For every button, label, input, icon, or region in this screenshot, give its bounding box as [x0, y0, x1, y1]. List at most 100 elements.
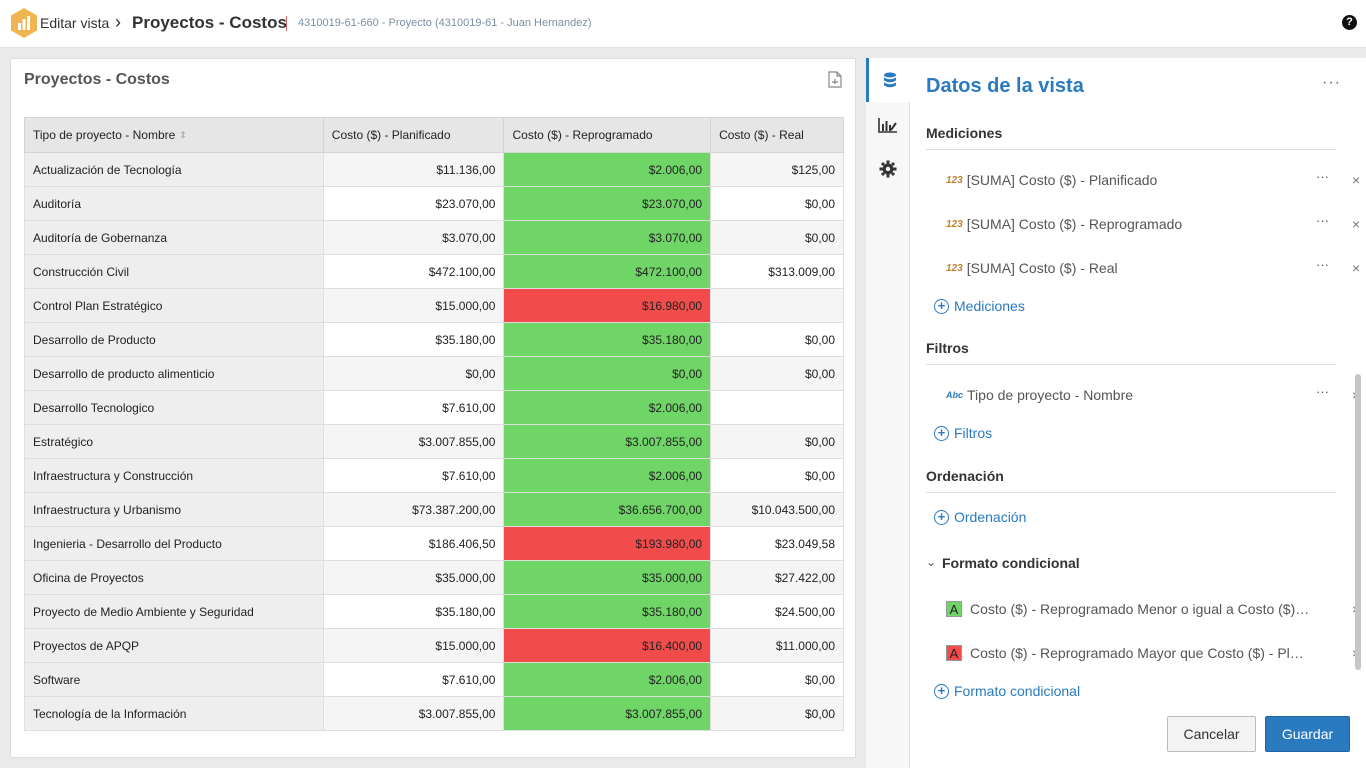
cell-real-cost	[710, 288, 844, 323]
cell-planned-cost: $7.610,00	[322, 390, 505, 425]
cell-project-type: Proyecto de Medio Ambiente y Seguridad	[24, 594, 324, 629]
column-header-rescheduled[interactable]: Costo ($) - Reprogramado	[503, 117, 712, 153]
table-row[interactable]: Infraestructura y Urbanismo $73.387.200,0…	[24, 492, 844, 527]
cell-planned-cost: $3.070,00	[322, 220, 505, 255]
table-row[interactable]: Tecnología de la Información $3.007.855,0…	[24, 696, 844, 731]
table-row[interactable]: Oficina de Proyectos $35.000,00 $35.000,00…	[24, 560, 844, 595]
cell-rescheduled-cost: $16.400,00	[503, 628, 712, 663]
measure-item[interactable]: 123 [SUMA] Costo ($) - Reprogramado ··· …	[946, 213, 1360, 235]
add-filter-link[interactable]: + Filtros	[934, 425, 992, 441]
cancel-button[interactable]: Cancelar	[1167, 716, 1256, 752]
table-row[interactable]: Desarrollo de producto alimenticio $0,00 $…	[24, 356, 844, 391]
cell-real-cost: $0,00	[710, 458, 844, 493]
table-row[interactable]: Actualización de Tecnología $11.136,00 $2.…	[24, 152, 844, 187]
cell-planned-cost: $186.406,50	[322, 526, 505, 561]
plus-circle-icon: +	[934, 298, 949, 314]
more-options-icon[interactable]: ···	[1316, 213, 1329, 228]
table-row[interactable]: Estratégico $3.007.855,00 $3.007.855,00 $0,…	[24, 424, 844, 459]
remove-icon[interactable]: ×	[1352, 172, 1361, 188]
section-order-heading: Ordenación	[926, 468, 1336, 493]
remove-icon[interactable]: ×	[1352, 260, 1361, 276]
cell-planned-cost: $11.136,00	[322, 152, 505, 187]
cell-rescheduled-cost: $0,00	[503, 356, 712, 391]
scrollbar[interactable]	[1355, 374, 1361, 670]
column-header-real[interactable]: Costo ($) - Real	[710, 117, 844, 153]
tab-settings[interactable]	[866, 147, 910, 191]
measure-item[interactable]: 123 [SUMA] Costo ($) - Planificado ··· ×	[946, 169, 1360, 191]
text-type-icon: Abc	[946, 390, 964, 400]
table-row[interactable]: Desarrollo de Producto $35.180,00 $35.180,…	[24, 322, 844, 357]
cell-rescheduled-cost: $2.006,00	[503, 662, 712, 697]
column-header-planned[interactable]: Costo ($) - Planificado	[322, 117, 505, 153]
numeric-icon: 123	[946, 218, 963, 230]
section-conditional-format-heading[interactable]: Formato condicional	[942, 555, 1080, 571]
table-row[interactable]: Software $7.610,00 $2.006,00 $0,00	[24, 662, 844, 697]
table-row[interactable]: Desarrollo Tecnologico $7.610,00 $2.006,00	[24, 390, 844, 425]
table-row[interactable]: Auditoría $23.070,00 $23.070,00 $0,00	[24, 186, 844, 221]
cell-planned-cost: $3.007.855,00	[322, 696, 505, 731]
cell-rescheduled-cost: $35.000,00	[503, 560, 712, 595]
conditional-format-item[interactable]: A Costo ($) - Reprogramado Menor o igual…	[946, 598, 1360, 620]
app-logo-icon[interactable]	[9, 7, 39, 39]
numeric-icon: 123	[946, 262, 963, 274]
cell-project-type: Auditoría de Gobernanza	[24, 220, 324, 255]
save-button[interactable]: Guardar	[1265, 716, 1350, 752]
more-options-icon[interactable]: ···	[1316, 257, 1329, 272]
chevron-down-icon[interactable]: ⌄	[926, 555, 937, 569]
cell-planned-cost: $3.007.855,00	[322, 424, 505, 459]
add-measure-link[interactable]: + Mediciones	[934, 298, 1025, 314]
remove-icon[interactable]: ×	[1352, 216, 1361, 232]
table-row[interactable]: Construcción Civil $472.100,00 $472.100,00…	[24, 254, 844, 289]
cell-planned-cost: $7.610,00	[322, 662, 505, 697]
conditional-format-label: Costo ($) - Reprogramado Mayor que Costo…	[970, 645, 1310, 661]
filter-item[interactable]: Abc Tipo de proyecto - Nombre ··· ×	[946, 384, 1360, 406]
table-row[interactable]: Proyecto de Medio Ambiente y Seguridad $3…	[24, 594, 844, 629]
help-icon[interactable]: ?	[1342, 15, 1357, 30]
cell-project-type: Proyectos de APQP	[24, 628, 324, 663]
sort-icon[interactable]: ⇕	[179, 130, 187, 141]
cell-real-cost: $0,00	[710, 662, 844, 697]
cell-project-type: Auditoría	[24, 186, 324, 221]
add-order-link[interactable]: + Ordenación	[934, 509, 1026, 525]
cell-project-type: Infraestructura y Construcción	[24, 458, 324, 493]
card-title: Proyectos - Costos	[24, 71, 170, 88]
cell-planned-cost: $73.387.200,00	[322, 492, 505, 527]
cell-project-type: Desarrollo de producto alimenticio	[24, 356, 324, 391]
tab-data[interactable]	[866, 58, 910, 102]
conditional-format-label: Costo ($) - Reprogramado Menor o igual a…	[970, 601, 1310, 617]
table-row[interactable]: Proyectos de APQP $15.000,00 $16.400,00 $11…	[24, 628, 844, 663]
page-title: Proyectos - Costos	[132, 13, 287, 32]
table-row[interactable]: Infraestructura y Construcción $7.610,00 $…	[24, 458, 844, 493]
cell-planned-cost: $472.100,00	[322, 254, 505, 289]
table-row[interactable]: Auditoría de Gobernanza $3.070,00 $3.070,0…	[24, 220, 844, 255]
cell-real-cost: $23.049,58	[710, 526, 844, 561]
measure-item[interactable]: 123 [SUMA] Costo ($) - Real ··· ×	[946, 257, 1360, 279]
more-options-icon[interactable]: ···	[1322, 74, 1341, 91]
add-conditional-format-link[interactable]: + Formato condicional	[934, 683, 1080, 699]
cell-real-cost: $0,00	[710, 220, 844, 255]
export-icon[interactable]	[828, 71, 842, 88]
plus-circle-icon: +	[934, 683, 949, 699]
more-options-icon[interactable]: ···	[1316, 384, 1329, 399]
measure-label: [SUMA] Costo ($) - Planificado	[966, 172, 1158, 188]
cell-planned-cost: $15.000,00	[322, 288, 505, 323]
filter-label: Tipo de proyecto - Nombre	[967, 387, 1134, 403]
cell-real-cost: $0,00	[710, 696, 844, 731]
cell-planned-cost: $23.070,00	[322, 186, 505, 221]
table-row[interactable]: Control Plan Estratégico $15.000,00 $16.98…	[24, 288, 844, 323]
cell-real-cost	[710, 390, 844, 425]
measure-label: [SUMA] Costo ($) - Reprogramado	[966, 216, 1183, 232]
breadcrumb-separator: ›	[115, 12, 121, 32]
more-options-icon[interactable]: ···	[1316, 169, 1329, 184]
cell-project-type: Control Plan Estratégico	[24, 288, 324, 323]
divider	[286, 16, 287, 31]
data-table: Tipo de proyecto - Nombre ⇕ Costo ($) - P…	[24, 117, 844, 731]
column-header-type[interactable]: Tipo de proyecto - Nombre ⇕	[24, 117, 324, 153]
panel-tab-strip	[866, 58, 910, 768]
conditional-format-item[interactable]: A Costo ($) - Reprogramado Mayor que Cos…	[946, 642, 1360, 664]
table-row[interactable]: Ingenieria - Desarrollo del Producto $186…	[24, 526, 844, 561]
cell-rescheduled-cost: $2.006,00	[503, 390, 712, 425]
breadcrumb-edit-view[interactable]: Editar vista	[40, 15, 110, 31]
cell-real-cost: $27.422,00	[710, 560, 844, 595]
tab-chart[interactable]	[866, 103, 910, 147]
